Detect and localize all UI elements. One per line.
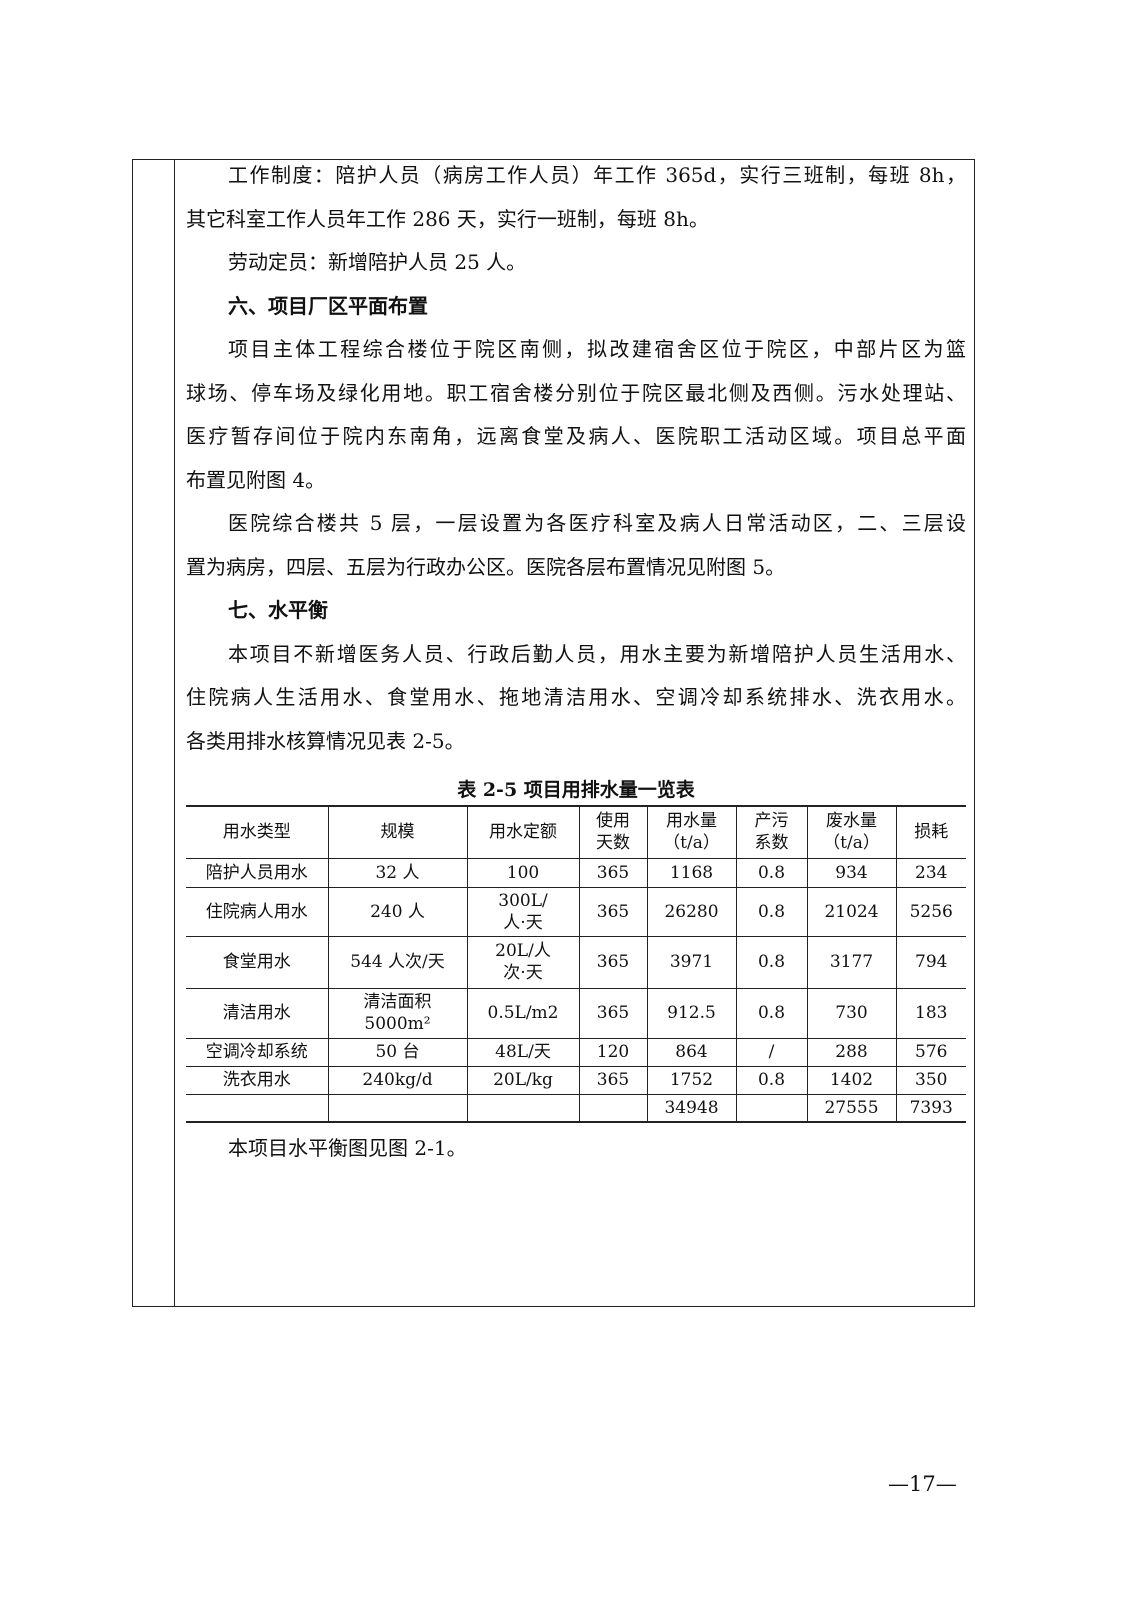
paragraph-line: 其它科室工作人员年工作 286 天，实行一班制，每班 8h。 (186, 206, 709, 231)
table-cell: 0.8 (735, 987, 808, 1039)
table-cell: 240 人 (327, 886, 468, 937)
after-table-text: 本项目水平衡图见图 2-1。 (228, 1136, 467, 1160)
table-row: 食堂用水 544 人次/天 20L/人 次·天 365 3971 0.8 3177 794 (186, 935, 966, 989)
table-cell: 1168 (646, 857, 737, 888)
table-cell: 用水定额 (466, 805, 580, 859)
table-cell: 7393 (895, 1093, 966, 1123)
table-cell: 0.8 (735, 935, 808, 989)
table-cell: 365 (578, 857, 648, 888)
table-cell: 183 (895, 987, 966, 1039)
paragraph-line: 医院综合楼共 5 层，一层设置为各医疗科室及病人日常活动区，二、三层设 (228, 511, 966, 535)
section-heading: 六、项目厂区平面布置 (228, 293, 428, 318)
table-cell: 住院病人用水 (186, 886, 329, 937)
table-cell: 912.5 (646, 987, 737, 1039)
table-caption: 表 2-5 项目用排水量一览表 (457, 779, 695, 801)
table-cell: 288 (806, 1037, 897, 1067)
table-cell: 20L/kg (466, 1065, 580, 1095)
form-border (132, 159, 975, 1307)
table-cell: 730 (806, 987, 897, 1039)
table-row: 清洁用水 清洁面积 5000m² 0.5L/m2 365 912.5 0.8 730 183 (186, 987, 966, 1039)
table-cell: 用水量 （t/a） (646, 805, 737, 859)
table-cell: 使用 天数 (578, 805, 648, 859)
table-cell: 陪护人员用水 (186, 857, 329, 888)
table-cell: 规模 (327, 805, 468, 859)
table-row: 住院病人用水 240 人 300L/ 人·天 365 26280 0.8 21024 5256 (186, 886, 966, 937)
table-cell: 3177 (806, 935, 897, 989)
table-cell: 365 (578, 1065, 648, 1095)
table-cell (327, 1093, 468, 1123)
table-cell: 21024 (806, 886, 897, 937)
table-cell: 1402 (806, 1065, 897, 1095)
table-cell: 100 (466, 857, 580, 888)
table-cell: 120 (578, 1037, 648, 1067)
table-cell (186, 1093, 329, 1123)
paragraph-line: 本项目不新增医务人员、行政后勤人员，用水主要为新增陪护人员生活用水、 (228, 641, 966, 666)
table-cell: 3971 (646, 935, 737, 989)
table-cell: 794 (895, 935, 966, 989)
paragraph-line: 各类用排水核算情况见表 2-5。 (186, 728, 465, 753)
table-cell: 0.5L/m2 (466, 987, 580, 1039)
table-cell: 损耗 (895, 805, 966, 859)
paragraph-line: 劳动定员：新增陪护人员 25 人。 (228, 250, 527, 274)
table-header-row: 用水类型 规模 用水定额 使用 天数 用水量 （t/a） 产污 系数 废水量 （t/a） 损耗 (186, 805, 966, 859)
column-divider (174, 159, 175, 1307)
section-heading: 七、水平衡 (228, 598, 328, 622)
table-cell: 清洁面积 5000m² (327, 987, 468, 1039)
table-cell: 0.8 (735, 886, 808, 937)
paragraph-line: 球场、停车场及绿化用地。职工宿舍楼分别位于院区最北侧及西侧。污水处理站、 (186, 380, 966, 405)
table-row: 空调冷却系统 50 台 48L/天 120 864/288 576 (186, 1037, 966, 1067)
table-cell: 空调冷却系统 (186, 1037, 329, 1067)
paragraph-line: 工作制度：陪护人员（病房工作人员）年工作 365d，实行三班制，每班 8h， (228, 163, 966, 187)
paragraph-line: 置为病房，四层、五层为行政办公区。医院各层布置情况见附图 5。 (186, 554, 786, 579)
paragraph-line: 项目主体工程综合楼位于院区南侧，拟改建宿舍区位于院区，中部片区为篮 (228, 337, 966, 361)
table-cell: 洗衣用水 (186, 1065, 329, 1095)
table-cell (578, 1093, 648, 1123)
table-cell: 300L/ 人·天 (466, 886, 580, 937)
table-cell: 用水类型 (186, 805, 329, 859)
table-cell (466, 1093, 580, 1123)
table-cell: 0.8 (735, 1065, 808, 1095)
table-cell: 1752 (646, 1065, 737, 1095)
table-cell: 27555 (806, 1093, 897, 1123)
table-row: 洗衣用水 240kg/d 20L/kg 365 1752 0.8 1402 350 (186, 1065, 966, 1095)
table-cell: 240kg/d (327, 1065, 468, 1095)
table-cell: 234 (895, 857, 966, 888)
content-area: 工作制度：陪护人员（病房工作人员）年工作 365d，实行三班制，每班 8h， 其它… (186, 154, 966, 1171)
table-cell: 5256 (895, 886, 966, 937)
table-cell: 34948 (646, 1093, 737, 1123)
paragraph-line: 住院病人生活用水、食堂用水、拖地清洁用水、空调冷却系统排水、洗衣用水。 (186, 685, 966, 709)
table-cell: / (735, 1037, 808, 1067)
paragraph-line: 医疗暂存间位于院内东南角，远离食堂及病人、医院职工活动区域。项目总平面 (186, 424, 966, 448)
table-cell: 365 (578, 886, 648, 937)
page-number: —17— (888, 1472, 957, 1496)
table-cell: 0.8 (735, 857, 808, 888)
table-cell (735, 1093, 808, 1123)
table-cell: 食堂用水 (186, 935, 329, 989)
water-balance-table: 用水类型 规模 用水定额 使用 天数 用水量 （t/a） 产污 系数 废水量 （t/a） 损耗… (186, 805, 966, 1123)
table-cell: 48L/天 (466, 1037, 580, 1067)
table-cell: 934 (806, 857, 897, 888)
table-cell: 50 台 (327, 1037, 468, 1067)
table-row: 34948 27555 7393 (186, 1093, 966, 1123)
body-text: 工作制度：陪护人员（病房工作人员）年工作 365d，实行三班制，每班 8h， 其它… (186, 154, 966, 763)
table-row: 陪护人员用水 32 人 100 365 1168 0.8 934 234 (186, 857, 966, 888)
table-cell: 26280 (646, 886, 737, 937)
table-cell: 清洁用水 (186, 987, 329, 1039)
table-cell: 20L/人 次·天 (466, 935, 580, 989)
table-cell: 350 (895, 1065, 966, 1095)
table-cell: 产污 系数 (735, 805, 808, 859)
table-cell: 32 人 (327, 857, 468, 888)
table-cell: 365 (578, 987, 648, 1039)
table-cell: 废水量 （t/a） (806, 805, 897, 859)
table-cell: 576 (895, 1037, 966, 1067)
table-cell: 365 (578, 935, 648, 989)
table-cell: 544 人次/天 (327, 935, 468, 989)
table-cell: 864 (646, 1037, 737, 1067)
paragraph-line: 布置见附图 4。 (186, 467, 326, 492)
